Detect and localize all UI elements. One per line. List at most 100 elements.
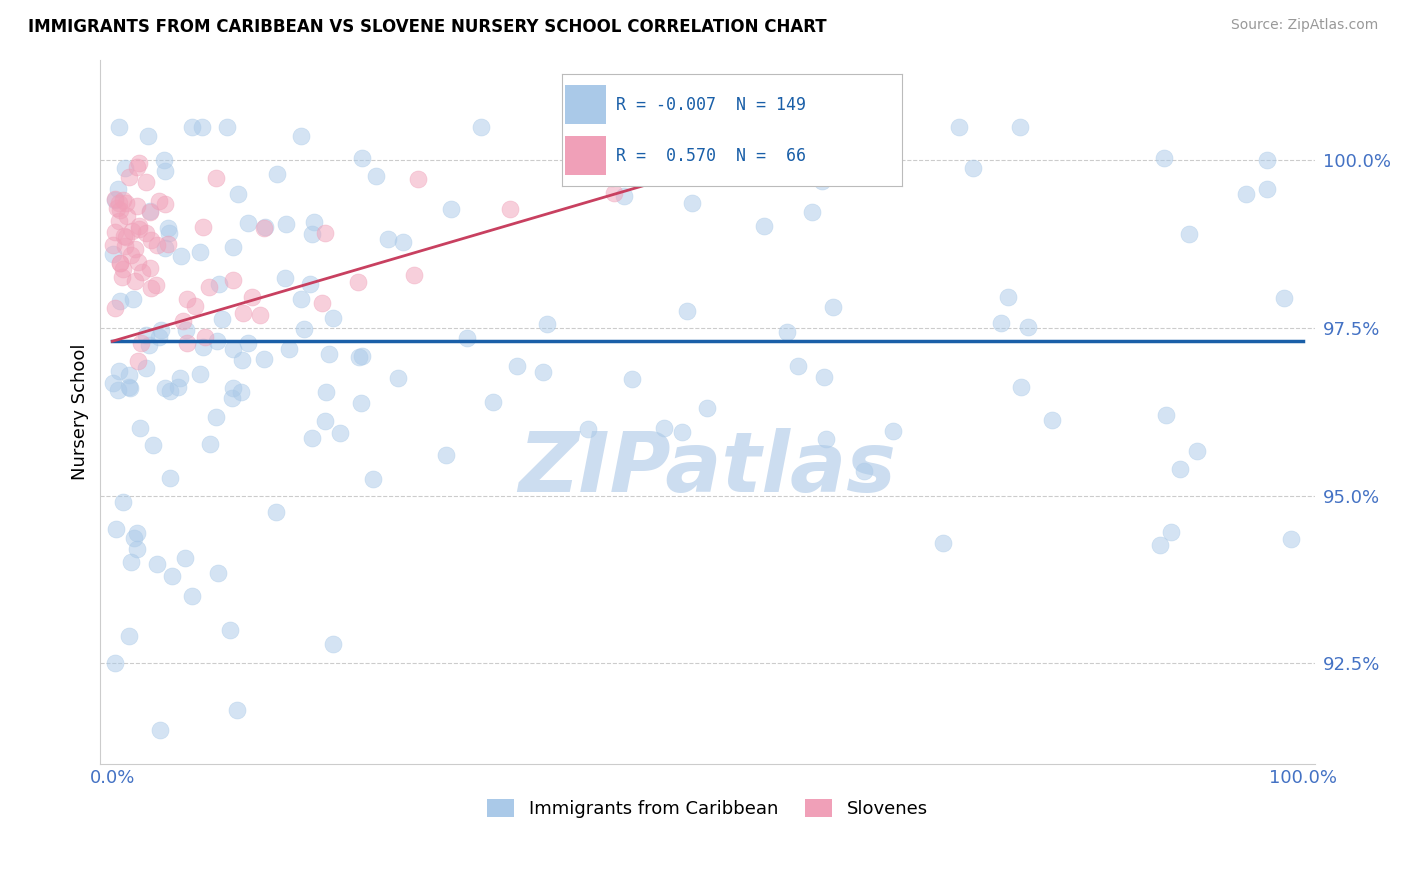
Point <box>160 569 183 583</box>
Point <box>314 226 336 240</box>
Point <box>118 379 141 393</box>
Point <box>668 162 690 177</box>
Point <box>440 202 463 216</box>
Point <box>112 193 135 207</box>
Point <box>681 195 703 210</box>
Point <box>576 422 599 436</box>
Point <box>752 219 775 233</box>
Point <box>499 202 522 216</box>
Point <box>174 323 197 337</box>
Point <box>205 334 228 349</box>
Point <box>253 221 276 235</box>
Point <box>103 657 125 671</box>
Point <box>811 174 834 188</box>
Point <box>392 235 415 249</box>
Point <box>292 322 315 336</box>
Point <box>120 248 142 262</box>
Point <box>222 273 245 287</box>
Point <box>470 120 492 134</box>
Point <box>728 152 751 166</box>
Point <box>226 703 249 717</box>
Point <box>1153 151 1175 165</box>
Point <box>799 120 821 134</box>
Point <box>112 229 135 244</box>
Point <box>194 330 217 344</box>
Point <box>322 311 344 326</box>
Point <box>240 290 263 304</box>
Point <box>786 359 808 374</box>
Point <box>176 336 198 351</box>
Point <box>159 471 181 485</box>
Point <box>111 262 134 277</box>
Point <box>146 238 169 252</box>
Point <box>142 438 165 452</box>
Point <box>122 292 145 306</box>
Point <box>148 194 170 208</box>
Point <box>191 120 214 134</box>
Point <box>302 215 325 229</box>
Point <box>536 317 558 331</box>
Y-axis label: Nursery School: Nursery School <box>72 343 89 480</box>
Point <box>696 401 718 416</box>
Point <box>290 292 312 306</box>
Point <box>121 224 143 238</box>
Point <box>776 326 799 340</box>
Point <box>831 120 853 134</box>
Point <box>801 204 824 219</box>
Point <box>107 182 129 196</box>
Point <box>1149 538 1171 552</box>
Point <box>277 343 299 357</box>
Point <box>125 525 148 540</box>
Point <box>200 437 222 451</box>
Point <box>211 311 233 326</box>
Point <box>115 209 138 223</box>
Point <box>1256 153 1278 168</box>
Point <box>1185 444 1208 458</box>
Point <box>138 338 160 352</box>
Point <box>107 201 129 215</box>
Point <box>962 161 984 176</box>
Point <box>675 303 697 318</box>
Point <box>249 308 271 322</box>
Point <box>226 187 249 202</box>
Point <box>253 220 276 235</box>
Point <box>103 376 125 391</box>
Point <box>124 275 146 289</box>
Point <box>1256 182 1278 196</box>
Point <box>314 414 336 428</box>
Point <box>481 395 503 409</box>
Point <box>813 370 835 384</box>
Point <box>157 226 180 240</box>
Point <box>172 313 194 327</box>
Point <box>176 293 198 307</box>
Point <box>602 171 624 186</box>
Point <box>377 232 399 246</box>
Point <box>139 205 162 219</box>
Point <box>136 129 159 144</box>
Point <box>506 359 529 373</box>
Point <box>318 347 340 361</box>
Point <box>1160 524 1182 539</box>
Point <box>124 242 146 256</box>
Point <box>149 723 172 738</box>
Point <box>145 278 167 293</box>
Point <box>311 295 333 310</box>
Point <box>1040 412 1063 426</box>
Point <box>111 269 134 284</box>
Point <box>114 195 136 210</box>
Point <box>146 557 169 571</box>
Point <box>222 343 245 357</box>
Point <box>229 384 252 399</box>
Point <box>108 256 131 270</box>
Point <box>104 225 127 239</box>
Point <box>990 316 1012 330</box>
Point <box>406 171 429 186</box>
Point <box>1170 462 1192 476</box>
Point <box>1272 292 1295 306</box>
Point <box>274 270 297 285</box>
Point <box>231 353 253 368</box>
Point <box>205 409 228 424</box>
Point <box>1279 532 1302 546</box>
Point <box>361 472 384 486</box>
Point <box>347 350 370 364</box>
